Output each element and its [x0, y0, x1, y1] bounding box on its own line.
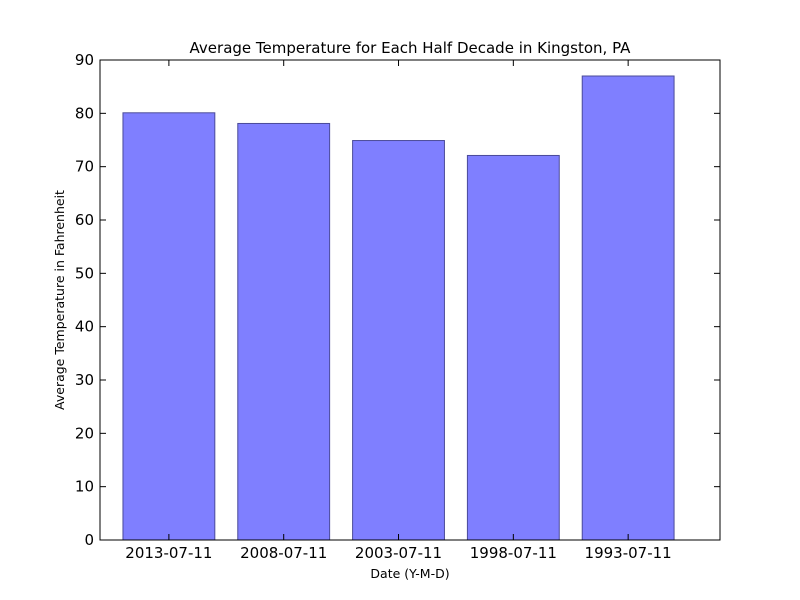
y-tick-label-50: 50 — [75, 264, 94, 282]
chart-title: Average Temperature for Each Half Decade… — [190, 39, 632, 57]
x-tick-label-2008-07-11: 2008-07-11 — [240, 544, 327, 562]
y-tick-label-30: 30 — [75, 371, 94, 389]
x-tick-label-2003-07-11: 2003-07-11 — [355, 544, 442, 562]
x-axis-label: Date (Y-M-D) — [370, 566, 449, 581]
x-axis: 2013-07-11 2008-07-11 2003-07-11 1998-07-11… — [125, 60, 672, 562]
y-axis-label: Average Temperature in Fahrenheit — [52, 190, 67, 410]
y-tick-label-20: 20 — [75, 424, 94, 442]
bar-1993-07-11 — [581, 75, 675, 541]
y-tick-label-0: 0 — [84, 531, 94, 549]
y-tick-label-40: 40 — [75, 318, 94, 336]
bar-2013-07-11 — [122, 112, 216, 541]
x-tick-label-2013-07-11: 2013-07-11 — [125, 544, 212, 562]
y-axis: 0 10 20 30 40 50 60 70 80 90 — [75, 51, 720, 549]
bar-2008-07-11 — [237, 122, 331, 541]
bar-2003-07-11 — [352, 140, 445, 541]
y-tick-label-60: 60 — [75, 211, 94, 229]
y-tick-label-90: 90 — [75, 51, 94, 69]
y-tick-label-70: 70 — [75, 158, 94, 176]
bar-1998-07-11 — [466, 154, 560, 541]
y-tick-label-80: 80 — [75, 104, 94, 122]
y-tick-label-10: 10 — [75, 478, 94, 496]
x-tick-label-1993-07-11: 1993-07-11 — [585, 544, 672, 562]
x-tick-label-1998-07-11: 1998-07-11 — [470, 544, 557, 562]
plot-frame — [99, 59, 721, 541]
bars-group — [122, 75, 675, 541]
